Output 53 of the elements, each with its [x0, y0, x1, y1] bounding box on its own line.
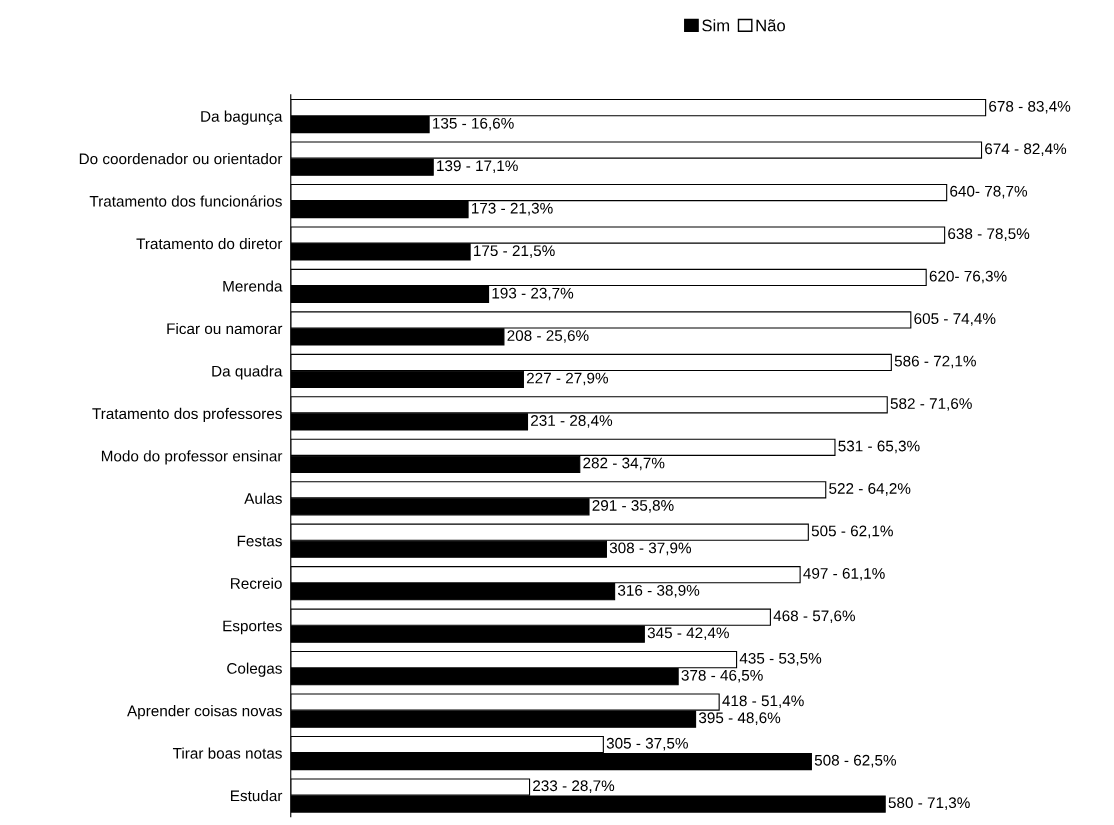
- data-label: 395 - 48,6%: [698, 712, 781, 725]
- y-tick-label: Tirar boas notas: [172, 747, 282, 759]
- data-label: 580 - 71,3%: [888, 797, 970, 810]
- data-label: 139 - 17,1%: [437, 160, 518, 173]
- y-tick-label: Modo do professor ensinar: [101, 450, 283, 465]
- y-tick-label: Tratamento do diretor: [136, 237, 283, 250]
- legend-label: Não: [756, 19, 786, 32]
- y-tick-label: Tratamento dos professores: [92, 407, 282, 423]
- y-tick-label: Aprender coisas novas: [127, 705, 282, 720]
- data-label: 208 - 25,6%: [507, 330, 589, 343]
- y-tick-label: Tratamento dos funcionários: [89, 195, 282, 207]
- data-label: 468 - 57,6%: [773, 610, 856, 624]
- data-label: 233 - 28,7%: [533, 780, 615, 793]
- y-tick-label: Colegas: [227, 662, 282, 677]
- y-tick-label: Recreio: [231, 577, 282, 589]
- data-label: 308 - 37,9%: [609, 542, 692, 556]
- data-label: 282 - 34,7%: [583, 457, 665, 471]
- data-label: 378 - 46,5%: [681, 669, 763, 683]
- data-label: 173 - 21,3%: [472, 202, 553, 216]
- data-label: 175 - 21,5%: [474, 245, 555, 258]
- y-tick-label: Merenda: [223, 280, 283, 292]
- data-label: 231 - 28,4%: [531, 415, 613, 428]
- data-label: 291 - 35,8%: [592, 500, 674, 513]
- data-label: 505 - 62,1%: [811, 525, 893, 539]
- data-label: 345 - 42,4%: [647, 627, 729, 641]
- data-label: 508 - 62,5%: [814, 754, 897, 768]
- data-label: 135 - 16,6%: [433, 117, 514, 131]
- data-label: 640- 78,7%: [950, 185, 1028, 199]
- y-tick-label: Do coordenador ou orientador: [79, 153, 283, 165]
- data-label: 638 - 78,5%: [948, 228, 1030, 241]
- data-label: 620- 76,3%: [929, 270, 1007, 284]
- y-tick-label: Ficar ou namorar: [167, 322, 283, 335]
- data-label: 531 - 65,3%: [838, 440, 920, 454]
- legend-label: Sim: [702, 19, 730, 32]
- data-label: 193 - 23,7%: [492, 287, 574, 301]
- y-tick-label: Da bagunça: [201, 110, 283, 125]
- data-label: 678 - 83,4%: [989, 100, 1071, 114]
- y-tick-label: Estudar: [231, 789, 283, 802]
- y-tick-label: Festas: [237, 535, 282, 547]
- data-label: 316 - 38,9%: [617, 584, 700, 598]
- data-label: 605 - 74,4%: [914, 313, 996, 326]
- data-label: 305 - 37,5%: [606, 737, 688, 751]
- data-label: 582 - 71,6%: [890, 398, 972, 411]
- data-label: 418 - 51,4%: [722, 695, 804, 709]
- data-label: 674 - 82,4%: [985, 143, 1067, 156]
- data-label: 586 - 72,1%: [894, 355, 976, 369]
- data-label: 227 - 27,9%: [526, 372, 609, 386]
- data-label: 522 - 64,2%: [829, 483, 911, 496]
- data-label: 497 - 61,1%: [803, 567, 885, 581]
- y-tick-label: Esportes: [223, 620, 282, 635]
- y-tick-label: Aulas: [244, 492, 282, 504]
- y-tick-label: Da quadra: [212, 365, 283, 380]
- data-label: 435 - 53,5%: [739, 652, 822, 666]
